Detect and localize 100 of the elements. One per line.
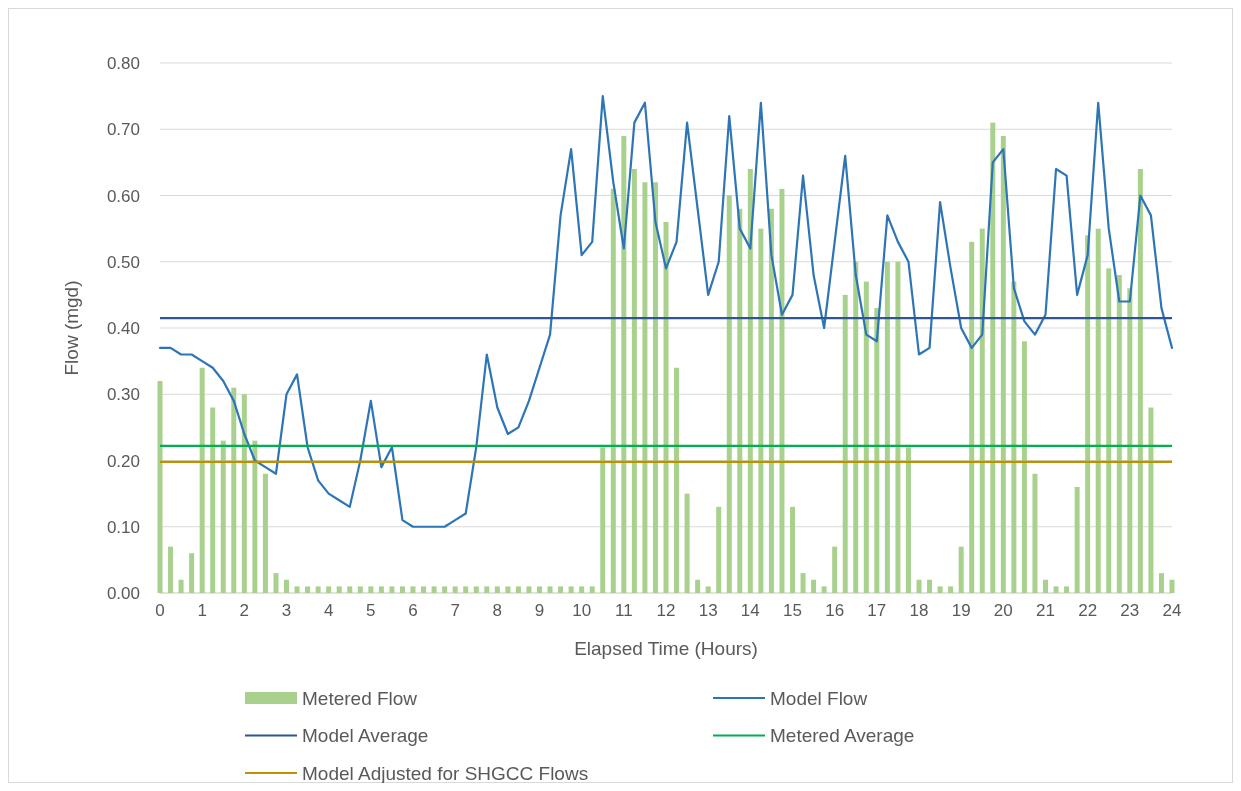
x-tick-label: 8 xyxy=(492,601,503,620)
bar xyxy=(1043,579,1048,593)
y-tick-label: 0.00 xyxy=(106,584,140,603)
x-axis-title: Elapsed Time (Hours) xyxy=(574,638,758,659)
bar xyxy=(1127,288,1133,593)
bar xyxy=(1032,473,1038,593)
x-tick-label: 19 xyxy=(951,601,971,620)
bar xyxy=(937,586,943,593)
bar xyxy=(905,447,911,593)
bar xyxy=(979,228,985,593)
bar xyxy=(621,135,627,593)
bar xyxy=(1169,579,1175,593)
y-tick-label: 0.80 xyxy=(106,54,140,73)
bar xyxy=(315,586,321,593)
x-tick-label: 22 xyxy=(1078,601,1098,620)
bar xyxy=(1158,573,1164,593)
bar xyxy=(863,281,869,593)
bar xyxy=(1064,586,1070,593)
bar xyxy=(220,440,226,593)
bar xyxy=(189,553,195,593)
bar xyxy=(431,586,437,593)
bar xyxy=(1021,341,1027,593)
x-tick-label: 24 xyxy=(1162,601,1182,620)
x-tick-label: 15 xyxy=(783,601,802,620)
bar xyxy=(737,208,743,593)
x-tick-label: 14 xyxy=(740,601,760,620)
x-tick-label: 12 xyxy=(656,601,676,620)
bar xyxy=(442,586,448,593)
bar xyxy=(853,261,859,593)
bar xyxy=(494,586,500,593)
bar xyxy=(874,308,880,593)
y-tick-label: 0.40 xyxy=(106,319,140,338)
x-tick-label: 20 xyxy=(993,601,1013,620)
bar xyxy=(811,579,817,593)
legend-label: Metered Flow xyxy=(302,687,418,709)
bar xyxy=(347,586,353,593)
legend-label: Model Flow xyxy=(770,687,868,709)
bar xyxy=(1074,487,1080,593)
bar xyxy=(526,586,532,593)
bar xyxy=(463,586,469,593)
bar xyxy=(273,573,279,593)
bar xyxy=(716,506,722,593)
bar xyxy=(199,367,205,593)
bar xyxy=(990,122,996,593)
bar xyxy=(916,579,922,593)
bar xyxy=(927,579,933,593)
bar xyxy=(1053,586,1059,593)
bar xyxy=(842,294,848,593)
bar xyxy=(484,586,490,593)
bar xyxy=(958,546,964,593)
bar xyxy=(579,586,585,593)
bar xyxy=(326,586,332,593)
bar xyxy=(1137,169,1143,593)
bar xyxy=(948,586,954,593)
y-tick-label: 0.50 xyxy=(106,252,140,272)
bar xyxy=(758,228,764,593)
bar xyxy=(790,506,795,593)
x-tick-label: 18 xyxy=(909,601,929,620)
bar xyxy=(537,586,542,593)
legend-label: Model Average xyxy=(302,725,429,746)
bar xyxy=(1095,228,1101,593)
bar xyxy=(705,586,711,593)
bar xyxy=(547,586,553,593)
bar xyxy=(515,586,521,593)
bar xyxy=(368,586,374,593)
bar xyxy=(178,579,184,593)
x-tick-label: 9 xyxy=(534,601,545,620)
x-tick-label: 17 xyxy=(867,601,887,620)
x-tick-label: 5 xyxy=(366,601,376,620)
bar xyxy=(1148,407,1154,593)
bar xyxy=(631,169,637,593)
bar xyxy=(800,573,806,593)
x-tick-label: 11 xyxy=(615,601,633,620)
y-tick-label: 0.70 xyxy=(106,120,140,140)
bar xyxy=(336,586,342,593)
bar xyxy=(1011,281,1017,593)
y-tick-label: 0.10 xyxy=(106,517,140,537)
bar xyxy=(231,387,237,593)
bar xyxy=(452,586,458,593)
y-tick-label: 0.60 xyxy=(106,186,140,206)
bar xyxy=(399,586,405,593)
bar xyxy=(410,586,416,593)
bar xyxy=(157,381,163,593)
x-tick-label: 10 xyxy=(572,601,592,620)
bar xyxy=(821,586,827,593)
bar xyxy=(610,188,616,593)
x-tick-label: 21 xyxy=(1036,601,1055,620)
legend-label: Metered Average xyxy=(770,725,915,746)
bar xyxy=(284,579,289,593)
bar xyxy=(505,586,511,593)
bar xyxy=(695,579,701,593)
bar xyxy=(568,586,574,593)
bar xyxy=(684,493,690,593)
bar xyxy=(294,586,300,593)
bar xyxy=(421,586,427,593)
bar xyxy=(642,182,648,593)
bar xyxy=(1106,268,1112,593)
bar xyxy=(884,261,890,593)
bar xyxy=(663,222,669,593)
bar xyxy=(558,586,564,593)
